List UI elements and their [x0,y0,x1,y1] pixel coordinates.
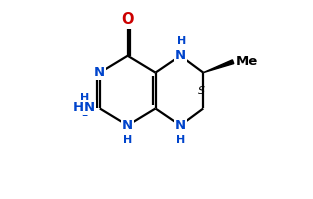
Text: H: H [177,36,186,46]
Text: N: N [84,101,95,114]
Text: S: S [198,86,205,96]
Text: H: H [176,135,185,145]
Text: H: H [123,135,132,145]
Text: N: N [122,119,133,132]
Text: O: O [121,12,134,27]
Text: N: N [175,49,186,62]
Text: H: H [73,101,84,114]
Text: N: N [175,119,186,132]
Text: N: N [94,66,105,79]
Text: 2: 2 [81,109,87,118]
Text: Me: Me [236,55,258,68]
Text: 2: 2 [82,102,88,111]
Text: H: H [80,93,90,102]
Polygon shape [203,60,234,73]
Text: N: N [73,100,85,113]
